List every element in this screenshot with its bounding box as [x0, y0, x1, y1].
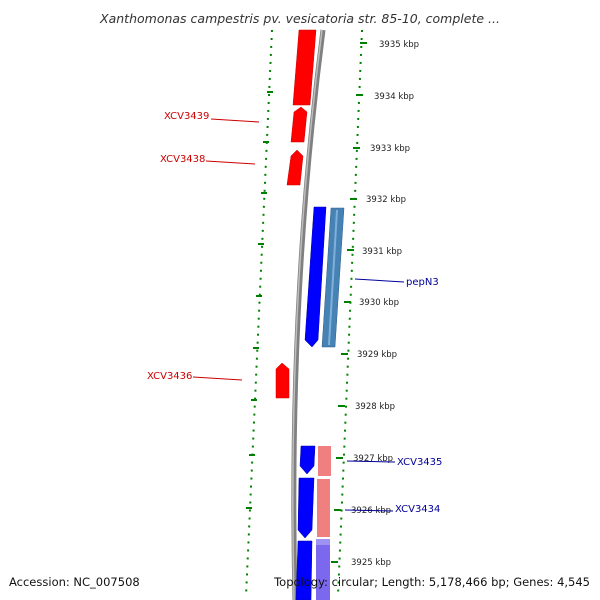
- label-xcv3435: XCV3435: [397, 457, 442, 468]
- leader-xcv3439: [210, 118, 260, 123]
- tick-label: 3929 kbp: [357, 350, 397, 360]
- leader-pepn3: [354, 278, 405, 283]
- tick-labels: 3935 kbp 3934 kbp 3933 kbp 3932 kbp 3931…: [351, 40, 419, 568]
- gene-xcv3436: [275, 362, 290, 399]
- label-xcv3434: XCV3434: [395, 504, 440, 515]
- backbone-arc: [291, 29, 326, 600]
- label-xcv3438: XCV3438: [160, 154, 205, 165]
- right-ring-marks: [331, 42, 367, 563]
- gene-xcv3435: [299, 445, 316, 475]
- genome-summary-text: Topology: circular; Length: 5,178,466 bp…: [273, 575, 590, 589]
- tick-label: 3931 kbp: [362, 247, 402, 257]
- left-ring-marks: [246, 91, 273, 509]
- leader-xcv3435: [346, 460, 396, 463]
- leader-xcv3434: [344, 509, 394, 512]
- gene-xcv3434: [297, 477, 315, 539]
- backbone-arc-highlight: [292, 29, 323, 600]
- outer-tick-ring-left: [245, 29, 273, 597]
- gene-top-forward: [292, 29, 317, 106]
- label-xcv3439: XCV3439: [164, 111, 209, 122]
- label-xcv3436: XCV3436: [147, 371, 192, 382]
- tick-label: 3925 kbp: [351, 558, 391, 568]
- tick-label: 3935 kbp: [379, 40, 419, 50]
- cds-light-red-lower: [317, 479, 330, 537]
- map-title: Xanthomonas campestris pv. vesicatoria s…: [99, 11, 500, 26]
- tick-label: 3928 kbp: [355, 402, 395, 412]
- tick-label: 3927 kbp: [353, 454, 393, 464]
- outer-tick-ring-right: [337, 29, 363, 597]
- gene-bottom-reverse: [295, 540, 313, 600]
- accession-text: Accession: NC_007508: [9, 575, 140, 589]
- cds-purple-highlight: [316, 539, 330, 545]
- cds-pepn3-highlight: [328, 209, 338, 346]
- tick-label: 3933 kbp: [370, 144, 410, 154]
- leader-xcv3436: [192, 376, 243, 381]
- gene-xcv3439: [290, 106, 308, 143]
- tick-label: 3934 kbp: [374, 92, 414, 102]
- label-pepn3: pepN3: [406, 277, 439, 288]
- gene-xcv3438: [286, 149, 304, 186]
- tick-label: 3930 kbp: [359, 298, 399, 308]
- tick-label: 3932 kbp: [366, 195, 406, 205]
- gene-pepn3: [304, 206, 327, 348]
- cds-light-red-upper: [318, 446, 331, 476]
- cds-purple: [316, 539, 330, 600]
- leader-xcv3438: [205, 160, 256, 165]
